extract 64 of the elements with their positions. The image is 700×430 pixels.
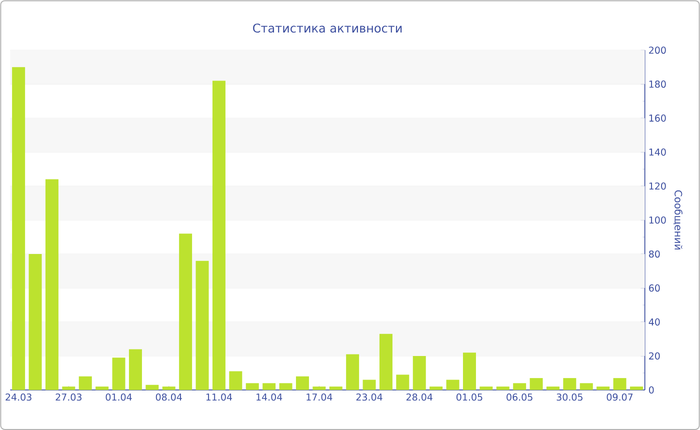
- bar: [563, 378, 576, 390]
- x-tick-label: 30.05: [556, 393, 582, 401]
- bar: [546, 386, 560, 390]
- bar: [412, 356, 426, 390]
- x-tick-label: 17.04: [306, 393, 332, 401]
- bar: [379, 334, 392, 390]
- bar: [229, 371, 242, 390]
- y-tick-label: 200: [649, 46, 666, 54]
- x-tick-label: 24.03: [6, 393, 32, 401]
- bar: [329, 386, 342, 390]
- bar: [62, 386, 76, 390]
- bar: [396, 374, 410, 390]
- y-axis-title: Сообщений: [673, 190, 683, 250]
- bar: [12, 67, 26, 390]
- bar: [262, 383, 276, 390]
- bar: [496, 386, 510, 390]
- y-tick-label: 120: [649, 182, 666, 190]
- y-tick-label: 60: [649, 284, 660, 292]
- bar: [196, 260, 209, 390]
- bar: [513, 383, 526, 390]
- bar: [246, 383, 259, 390]
- bar: [279, 383, 292, 390]
- x-tick-label: 09.07: [606, 393, 633, 401]
- y-tick-label: 80: [649, 250, 660, 258]
- x-tick-label: 11.04: [206, 393, 232, 401]
- y-tick-label: 180: [649, 80, 666, 88]
- bar: [45, 179, 58, 390]
- bar: [179, 234, 192, 390]
- bar: [146, 384, 159, 390]
- y-tick-label: 140: [649, 148, 666, 156]
- x-tick-label: 01.05: [456, 393, 482, 401]
- y-tick-label: 100: [649, 216, 666, 224]
- bar: [462, 352, 476, 390]
- bar: [530, 378, 543, 390]
- bar: [296, 376, 309, 390]
- x-tick-label: 27.03: [56, 393, 82, 401]
- y-tick-label: 20: [649, 352, 660, 360]
- x-tick-label: 23.04: [356, 393, 382, 401]
- x-tick-label: 06.05: [506, 393, 532, 401]
- bar: [480, 386, 493, 390]
- bar: [96, 386, 109, 390]
- bar: [162, 386, 176, 390]
- bar: [346, 354, 360, 390]
- x-tick-label: 01.04: [106, 393, 132, 401]
- y-tick-label: 160: [649, 114, 666, 122]
- x-tick-label: 14.04: [256, 393, 282, 401]
- bar: [446, 380, 460, 390]
- bar: [362, 380, 376, 390]
- bar: [212, 80, 226, 390]
- bar: [312, 386, 326, 390]
- y-tick-label: 40: [648, 318, 660, 326]
- y-tick-label: 0: [648, 386, 654, 394]
- chart-title: Статистика активности: [253, 24, 402, 33]
- bar: [580, 383, 593, 390]
- x-tick-label: 08.04: [156, 393, 182, 401]
- bar: [430, 386, 443, 390]
- bar: [28, 254, 42, 390]
- bar: [128, 349, 142, 390]
- bar: [613, 378, 626, 390]
- x-tick-label: 28.04: [406, 393, 432, 401]
- bar: [78, 376, 92, 390]
- bar: [596, 386, 610, 390]
- bar: [630, 386, 643, 390]
- bar: [112, 358, 126, 390]
